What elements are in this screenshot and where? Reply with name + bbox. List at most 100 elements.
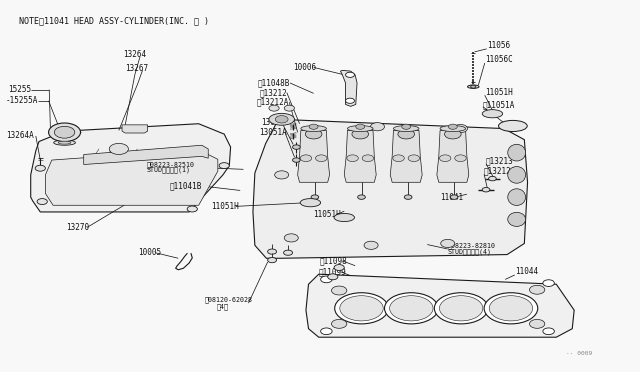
Text: ※11048B: ※11048B — [257, 78, 290, 87]
Polygon shape — [122, 125, 148, 133]
Text: 13051A: 13051A — [259, 128, 287, 137]
Circle shape — [390, 296, 433, 321]
Circle shape — [455, 155, 467, 161]
Circle shape — [346, 98, 355, 103]
Text: ※08223-82510: ※08223-82510 — [147, 161, 195, 168]
Circle shape — [543, 280, 554, 286]
Circle shape — [529, 320, 545, 328]
Circle shape — [445, 129, 461, 139]
Circle shape — [49, 123, 81, 141]
Text: STUDスタッド(1): STUDスタッド(1) — [147, 167, 190, 173]
Circle shape — [347, 155, 358, 161]
Ellipse shape — [394, 126, 419, 132]
Circle shape — [441, 239, 455, 247]
Circle shape — [404, 195, 412, 199]
Circle shape — [284, 234, 298, 242]
Polygon shape — [344, 131, 376, 182]
Polygon shape — [45, 150, 218, 205]
Text: 13267: 13267 — [125, 64, 148, 73]
Text: （4）: （4） — [216, 303, 228, 310]
Text: -15255A: -15255A — [6, 96, 38, 105]
Circle shape — [334, 264, 344, 270]
Circle shape — [309, 124, 318, 129]
Text: 13270: 13270 — [66, 223, 89, 232]
Ellipse shape — [300, 199, 321, 207]
Text: ※11099: ※11099 — [319, 267, 346, 276]
Circle shape — [470, 85, 476, 88]
Circle shape — [335, 293, 388, 324]
Circle shape — [340, 296, 383, 321]
Text: STUDスタッド(4): STUDスタッド(4) — [448, 248, 492, 255]
Polygon shape — [298, 131, 330, 182]
Text: 11041: 11041 — [440, 193, 463, 202]
Text: 10006: 10006 — [293, 63, 316, 72]
Circle shape — [484, 293, 538, 324]
Polygon shape — [390, 131, 422, 182]
Circle shape — [300, 155, 312, 161]
Text: 10005: 10005 — [138, 248, 161, 257]
Circle shape — [321, 328, 332, 335]
Text: 15255: 15255 — [8, 85, 31, 94]
Text: ※13212A: ※13212A — [256, 98, 289, 107]
Text: 13264: 13264 — [124, 50, 147, 59]
Circle shape — [356, 124, 365, 129]
Text: ※11041B: ※11041B — [170, 182, 202, 190]
Text: 13264A: 13264A — [6, 131, 33, 141]
Circle shape — [284, 250, 292, 255]
Circle shape — [54, 126, 75, 138]
Text: 11044: 11044 — [515, 267, 538, 276]
Circle shape — [451, 195, 458, 199]
Polygon shape — [340, 70, 357, 106]
Ellipse shape — [508, 212, 525, 227]
Circle shape — [269, 105, 279, 111]
Circle shape — [543, 328, 554, 335]
Ellipse shape — [499, 121, 527, 132]
Polygon shape — [31, 124, 230, 212]
Polygon shape — [84, 145, 208, 164]
Circle shape — [362, 155, 374, 161]
Polygon shape — [253, 119, 527, 258]
Ellipse shape — [508, 144, 525, 161]
Text: 11051H: 11051H — [484, 88, 513, 97]
Text: NOTE）11041 HEAD ASSY-CYLINDER(INC. ※ ): NOTE）11041 HEAD ASSY-CYLINDER(INC. ※ ) — [19, 17, 209, 26]
Text: 11051H: 11051H — [211, 202, 239, 211]
Circle shape — [268, 249, 276, 254]
Text: ·· 0009: ·· 0009 — [566, 351, 592, 356]
Ellipse shape — [54, 140, 76, 145]
Circle shape — [346, 72, 355, 77]
Ellipse shape — [440, 126, 466, 132]
Circle shape — [311, 195, 319, 199]
Circle shape — [284, 105, 294, 111]
Circle shape — [454, 125, 467, 133]
Circle shape — [364, 241, 378, 249]
Text: Ⓑ08120-62028: Ⓑ08120-62028 — [205, 297, 253, 304]
Circle shape — [332, 286, 347, 295]
Circle shape — [358, 195, 365, 199]
Ellipse shape — [508, 189, 525, 205]
Circle shape — [440, 296, 483, 321]
Circle shape — [321, 276, 332, 283]
Circle shape — [37, 199, 47, 205]
Circle shape — [402, 124, 411, 129]
Text: 11051H: 11051H — [314, 211, 341, 219]
Text: 13058: 13058 — [261, 118, 284, 127]
Circle shape — [316, 155, 327, 161]
Circle shape — [292, 158, 300, 162]
Circle shape — [408, 155, 420, 161]
Circle shape — [187, 206, 197, 212]
Circle shape — [268, 257, 276, 263]
Ellipse shape — [58, 141, 71, 144]
Ellipse shape — [301, 126, 326, 132]
Text: 11056C: 11056C — [484, 55, 513, 64]
Circle shape — [292, 145, 300, 149]
Circle shape — [35, 165, 45, 171]
Ellipse shape — [467, 85, 479, 88]
Text: ※13212A: ※13212A — [484, 167, 516, 176]
Circle shape — [489, 296, 532, 321]
Circle shape — [219, 163, 229, 169]
Circle shape — [109, 143, 129, 154]
Circle shape — [332, 320, 347, 328]
Circle shape — [440, 155, 451, 161]
Circle shape — [435, 293, 488, 324]
Text: 11056: 11056 — [487, 41, 511, 51]
